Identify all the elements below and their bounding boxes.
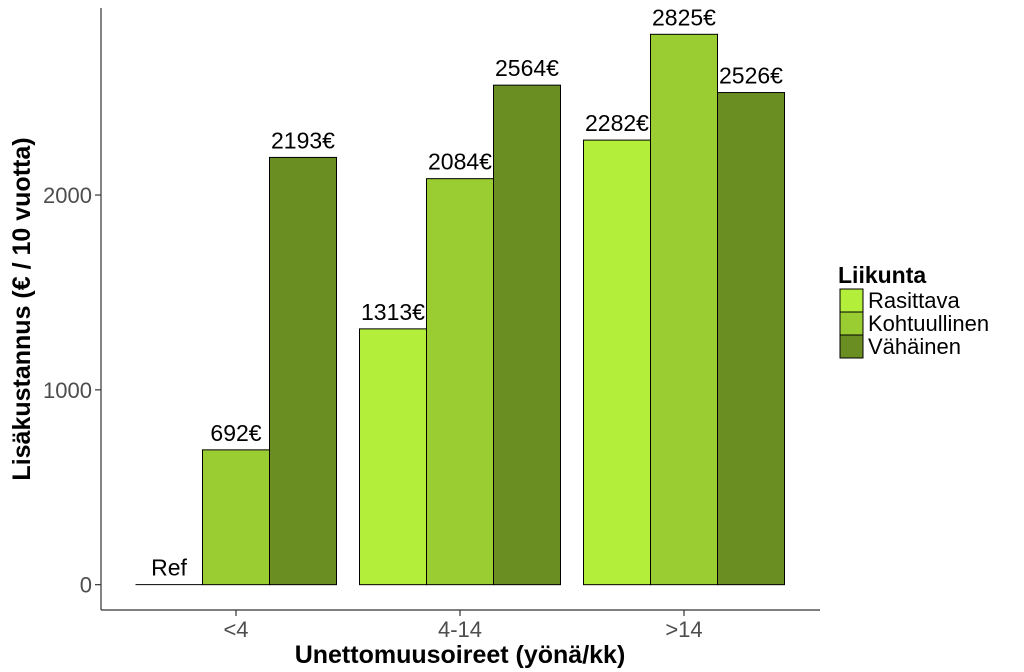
bar-2-2 bbox=[717, 92, 785, 586]
legend-swatch-1 bbox=[839, 311, 864, 336]
bars-group bbox=[135, 33, 785, 586]
bar-1-1 bbox=[426, 178, 494, 586]
legend-label-1: Kohtuullinen bbox=[868, 311, 989, 336]
bar-1-2 bbox=[650, 33, 718, 586]
x-tick-label-1: 4-14 bbox=[438, 617, 482, 642]
x-tick-label-2: >14 bbox=[665, 617, 702, 642]
bar-labels-group: Ref 692€ 2193€ 1313€ 2084€ 2564€ 2282€ 2825€ 252… bbox=[151, 4, 783, 580]
bar-0-1 bbox=[359, 328, 427, 586]
bar-2-0 bbox=[269, 156, 337, 586]
bar-1-0 bbox=[202, 449, 270, 586]
bar-label-2-1: 2564€ bbox=[495, 55, 559, 81]
bar-label-1-2: 2825€ bbox=[652, 4, 716, 30]
y-axis-title: Lisäkustannus (€ / 10 vuotta) bbox=[8, 137, 36, 480]
legend-label-2: Vähäinen bbox=[868, 334, 961, 359]
bar-label-2-2: 2526€ bbox=[719, 63, 783, 89]
bar-label-1-0: 692€ bbox=[210, 420, 261, 446]
x-axis-title: Unettomuusoireet (yönä/kk) bbox=[295, 641, 626, 669]
bar-0-2 bbox=[583, 139, 651, 586]
x-tick-label-0: <4 bbox=[223, 617, 248, 642]
y-ticks-group: 0 1000 2000 bbox=[43, 183, 101, 598]
y-tick-label-0: 0 bbox=[80, 573, 92, 598]
bar-label-0-2: 2282€ bbox=[585, 110, 649, 136]
legend-swatch-2 bbox=[839, 334, 864, 359]
legend-swatch-0 bbox=[839, 288, 864, 313]
x-ticks-group: <4 4-14 >14 bbox=[223, 610, 703, 642]
bar-label-0-1: 1313€ bbox=[361, 299, 425, 325]
bar-label-1-1: 2084€ bbox=[428, 149, 492, 175]
legend-title: Liikunta bbox=[838, 262, 926, 288]
bar-label-2-0: 2193€ bbox=[271, 127, 335, 153]
bar-label-0-0: Ref bbox=[151, 555, 187, 581]
y-tick-label-1: 1000 bbox=[43, 378, 92, 403]
y-tick-label-2: 2000 bbox=[43, 183, 92, 208]
bar-2-1 bbox=[493, 84, 561, 586]
legend-label-0: Rasittava bbox=[868, 288, 960, 313]
